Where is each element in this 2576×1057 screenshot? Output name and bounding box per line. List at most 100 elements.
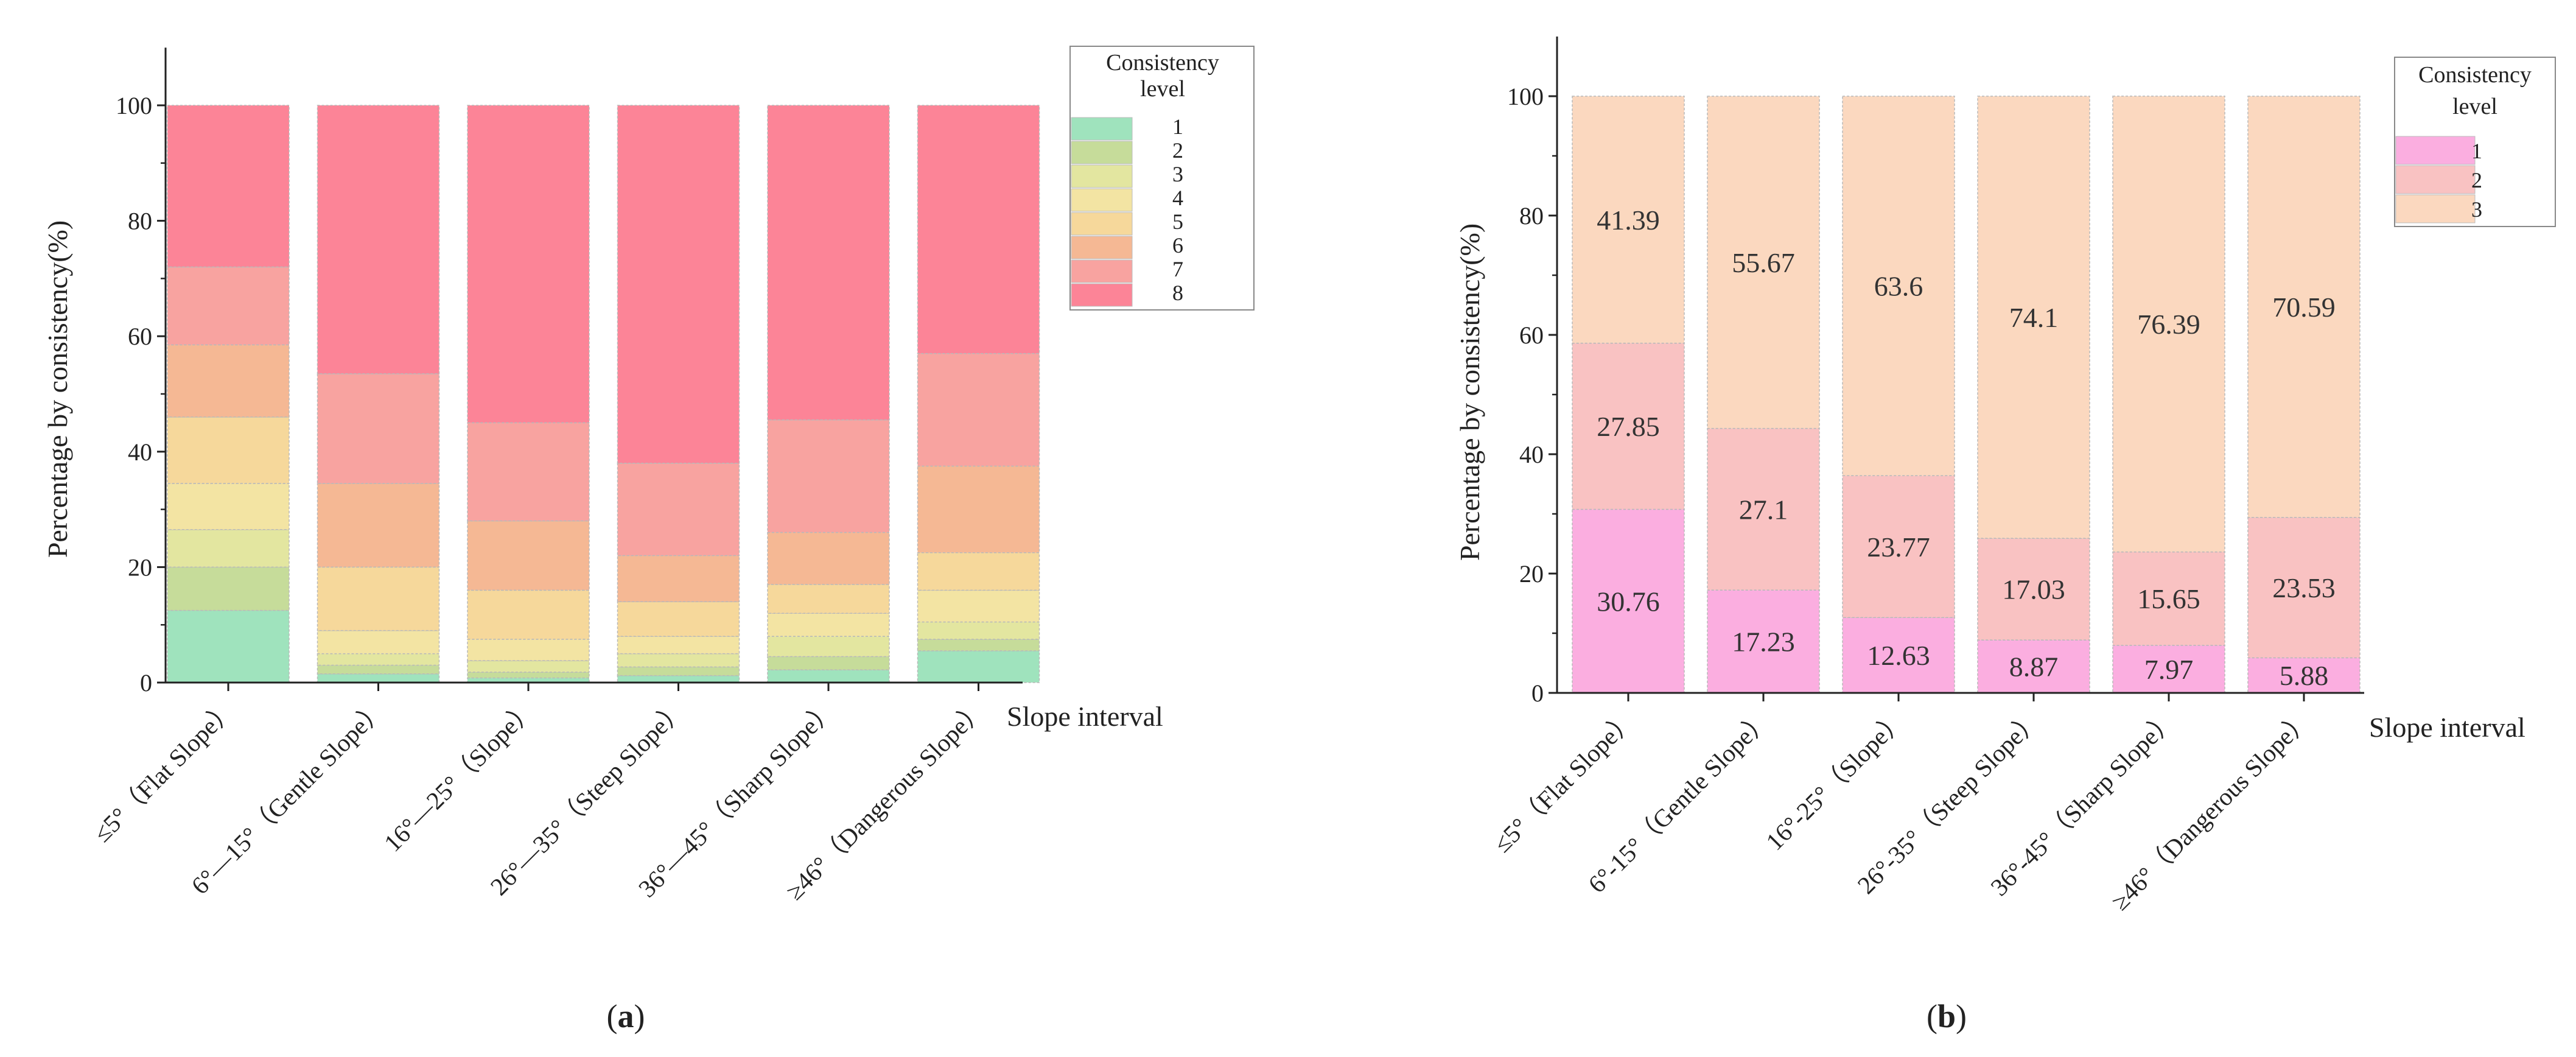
- bar-b-level3-6[interactable]: [2247, 96, 2361, 518]
- x-axis-title-b: Slope interval: [2369, 712, 2525, 743]
- bar-a-level1-5[interactable]: [767, 669, 890, 683]
- legend-label-a-level3: 3: [1172, 162, 1183, 186]
- bar-b-level2-4[interactable]: [1977, 538, 2090, 641]
- bar-a-level4-3[interactable]: [467, 639, 590, 661]
- bar-b-level1-2[interactable]: [1707, 589, 1820, 694]
- bar-a-level1-6[interactable]: [917, 650, 1040, 683]
- bar-a-level3-6[interactable]: [917, 621, 1040, 640]
- y-tick-label-a-80: 80: [128, 208, 152, 235]
- bar-a-level6-4[interactable]: [617, 555, 740, 603]
- bar-a-level3-4[interactable]: [617, 653, 740, 668]
- bar-b-level2-3[interactable]: [1842, 475, 1955, 618]
- bar-b-level3-5[interactable]: [2112, 96, 2225, 553]
- bar-a-level7-1[interactable]: [167, 266, 290, 346]
- bar-a-level2-5[interactable]: [767, 656, 890, 670]
- bar-a-level2-4[interactable]: [617, 666, 740, 676]
- bar-a-level1-1[interactable]: [167, 609, 290, 683]
- bar-a-level3-2[interactable]: [317, 653, 440, 666]
- bar-a-level4-1[interactable]: [167, 483, 290, 530]
- bar-a-level1-4[interactable]: [617, 675, 740, 683]
- bar-b-level1-3[interactable]: [1842, 617, 1955, 694]
- bar-a-level8-1[interactable]: [167, 105, 290, 268]
- y-tick-label-b-80: 80: [1519, 202, 1544, 230]
- bar-a-level4-4[interactable]: [617, 636, 740, 655]
- bar-a-level8-5[interactable]: [767, 105, 890, 421]
- legend-title-a-line2: level: [1140, 76, 1185, 102]
- bar-b-level3-3[interactable]: [1842, 96, 1955, 477]
- legend-swatch-a-level3: [1071, 164, 1133, 188]
- bar-a-level2-2[interactable]: [317, 664, 440, 675]
- bar-a-level7-6[interactable]: [917, 353, 1040, 467]
- bar-b-level1-1[interactable]: [1572, 508, 1685, 694]
- bar-a-level7-5[interactable]: [767, 419, 890, 533]
- data-label-b-level1-4: 8.87: [2009, 651, 2059, 683]
- x-tick-label-b-1: ≤5°（Flat Slope）: [1488, 705, 1640, 858]
- bar-a-level4-5[interactable]: [767, 613, 890, 637]
- bar-a-level7-3[interactable]: [467, 422, 590, 522]
- bar-b-level1-6[interactable]: [2247, 657, 2361, 694]
- bar-a-level5-5[interactable]: [767, 584, 890, 614]
- data-label-b-level2-1: 27.85: [1597, 411, 1660, 442]
- legend-title-a-line1: Consistency: [1106, 50, 1219, 76]
- bar-a-level3-3[interactable]: [467, 660, 590, 673]
- bar-a-level5-2[interactable]: [317, 566, 440, 631]
- y-tick-label-b-20: 20: [1519, 560, 1544, 588]
- legend-label-a-level4: 4: [1172, 186, 1183, 210]
- legend-swatch-a-level7: [1071, 259, 1133, 283]
- data-label-b-level3-4: 74.1: [2009, 302, 2059, 333]
- bar-a-level3-5[interactable]: [767, 636, 890, 658]
- bar-a-level6-5[interactable]: [767, 532, 890, 585]
- bar-a-level6-6[interactable]: [917, 465, 1040, 553]
- bar-b-level2-5[interactable]: [2112, 551, 2225, 646]
- bar-a-level6-2[interactable]: [317, 483, 440, 568]
- bar-a-level8-2[interactable]: [317, 105, 440, 374]
- data-label-b-level1-2: 17.23: [1732, 627, 1795, 658]
- bar-b-level3-2[interactable]: [1707, 96, 1820, 429]
- bar-a-level8-6[interactable]: [917, 105, 1040, 354]
- legend-swatch-b-level1: [2395, 136, 2476, 165]
- y-tick-label-a-60: 60: [128, 323, 152, 350]
- legend-title-b-line1: Consistency: [2418, 62, 2532, 88]
- y-tick-label-a-40: 40: [128, 438, 152, 466]
- bar-b-level3-1[interactable]: [1572, 96, 1685, 344]
- legend-title-b-line2: level: [2452, 94, 2497, 119]
- bar-a-level4-2[interactable]: [317, 630, 440, 655]
- bar-a-level2-6[interactable]: [917, 639, 1040, 651]
- legend-label-b-level1: 1: [2471, 139, 2482, 163]
- data-label-b-level2-3: 23.77: [1867, 532, 1930, 563]
- legend-swatch-a-level2: [1071, 141, 1133, 164]
- bar-a-level8-3[interactable]: [467, 105, 590, 424]
- y-tick-label-b-60: 60: [1519, 321, 1544, 349]
- bar-a-level8-4[interactable]: [617, 105, 740, 464]
- legend-swatch-a-level1: [1071, 117, 1133, 141]
- y-tick-label-b-0: 0: [1531, 680, 1544, 707]
- legend-swatch-b-level2: [2395, 165, 2476, 194]
- bar-a-level5-6[interactable]: [917, 552, 1040, 591]
- bar-a-level2-3[interactable]: [467, 672, 590, 679]
- bar-a-level5-4[interactable]: [617, 601, 740, 637]
- legend-label-a-level5: 5: [1172, 209, 1183, 234]
- data-label-b-level1-1: 30.76: [1597, 586, 1660, 617]
- bar-a-level6-1[interactable]: [167, 344, 290, 418]
- bar-a-level7-2[interactable]: [317, 373, 440, 484]
- bar-a-level4-6[interactable]: [917, 589, 1040, 623]
- data-label-b-level1-3: 12.63: [1867, 640, 1930, 671]
- bar-a-level1-2[interactable]: [317, 673, 440, 683]
- bar-a-level5-3[interactable]: [467, 589, 590, 640]
- bar-a-level3-1[interactable]: [167, 529, 290, 568]
- bar-a-level7-4[interactable]: [617, 463, 740, 557]
- panel-label-a: (a): [607, 998, 645, 1034]
- panel-letter-a: a: [618, 998, 634, 1034]
- bar-b-level1-4[interactable]: [1977, 639, 2090, 694]
- data-label-b-level2-4: 17.03: [2002, 574, 2065, 605]
- bar-a-level5-1[interactable]: [167, 416, 290, 484]
- bar-a-level6-3[interactable]: [467, 520, 590, 591]
- legend-swatch-a-level8: [1071, 283, 1133, 307]
- y-tick-label-a-0: 0: [140, 669, 152, 697]
- bar-b-level2-6[interactable]: [2247, 517, 2361, 659]
- legend-swatch-a-level4: [1071, 188, 1133, 212]
- bar-a-level2-1[interactable]: [167, 566, 290, 611]
- bar-b-level3-4[interactable]: [1977, 96, 2090, 539]
- y-tick-label-a-100: 100: [116, 92, 152, 119]
- bar-b-level2-2[interactable]: [1707, 427, 1820, 591]
